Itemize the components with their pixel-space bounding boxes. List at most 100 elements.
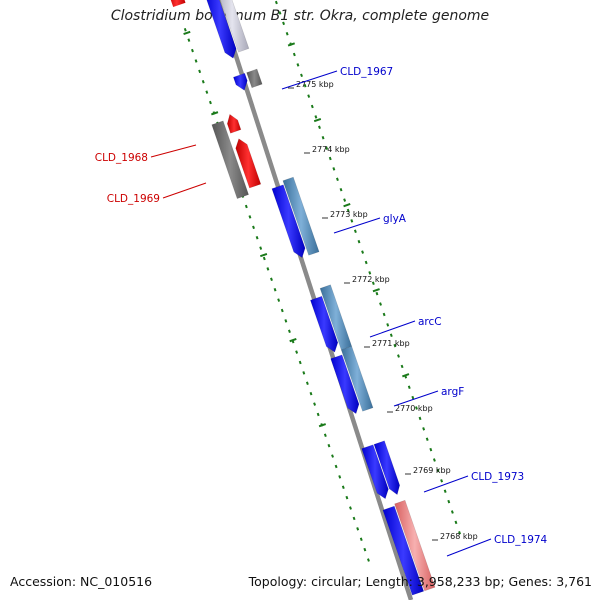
position-tick-label: 2771 kbp bbox=[372, 339, 410, 348]
gene-block-cld1973 bbox=[361, 444, 389, 500]
gc-tick bbox=[346, 208, 350, 213]
gene-label-text: CLD_1973 bbox=[471, 471, 524, 483]
gc-major-tick bbox=[313, 117, 322, 123]
gc-tick bbox=[266, 267, 270, 271]
position-tick-label: 2769 kbp bbox=[413, 466, 451, 475]
gc-tick bbox=[454, 520, 458, 525]
position-tick: 2770 kbp bbox=[387, 404, 433, 413]
gc-tick bbox=[425, 437, 429, 441]
gc-tick bbox=[313, 402, 317, 406]
gc-tick bbox=[440, 479, 444, 483]
gc-tick bbox=[379, 302, 382, 306]
gc-tick bbox=[295, 350, 299, 354]
gc-major-tick bbox=[183, 30, 191, 36]
gc-tick bbox=[205, 90, 209, 94]
gene-block-argf-alt bbox=[340, 345, 374, 412]
gene-label-text: CLD_1967 bbox=[340, 66, 393, 78]
gene-label-leader bbox=[281, 70, 338, 90]
gc-tick bbox=[318, 125, 321, 130]
gc-tick bbox=[382, 312, 386, 317]
gene-block bbox=[233, 72, 248, 91]
gc-tick bbox=[278, 11, 282, 15]
gc-tick bbox=[359, 537, 363, 541]
gc-tick bbox=[183, 28, 187, 32]
position-tick: 2771 kbp bbox=[364, 339, 410, 348]
gene-label-text: arcC bbox=[418, 316, 442, 328]
gene-block bbox=[246, 68, 263, 89]
gc-tick bbox=[194, 59, 198, 63]
gc-tick bbox=[415, 406, 418, 410]
gene-block-cld1968 bbox=[226, 113, 242, 134]
gc-tick bbox=[327, 443, 331, 448]
gene-label-cld-1967: CLD_1967 bbox=[281, 66, 393, 90]
gc-major-tick bbox=[372, 288, 380, 293]
gc-tick bbox=[309, 391, 313, 396]
gc-tick bbox=[244, 204, 248, 209]
gc-tick bbox=[302, 371, 306, 375]
gene-block-cld1973-alt bbox=[373, 440, 401, 496]
gc-tick bbox=[307, 94, 311, 98]
gc-tick bbox=[274, 0, 278, 5]
position-ticks: 2775 kbp 2774 kbp 2773 kbp 2772 kbp 2771 kbp… bbox=[288, 80, 478, 541]
gc-tick bbox=[432, 458, 436, 462]
gc-tick bbox=[255, 235, 259, 240]
gc-tick bbox=[368, 271, 372, 275]
position-tick: 2774 kbp bbox=[304, 145, 350, 154]
gc-tick bbox=[338, 475, 342, 479]
gc-tick bbox=[332, 167, 336, 171]
gc-tick bbox=[341, 485, 345, 489]
position-tick: 2775 kbp bbox=[288, 80, 334, 89]
gene-label-cld-1968: CLD_1968 bbox=[95, 144, 197, 164]
gc-tick bbox=[328, 156, 332, 161]
gc-tick bbox=[400, 364, 404, 369]
gc-tick bbox=[284, 319, 288, 323]
gc-tick bbox=[282, 21, 286, 26]
position-tick-label: 2773 kbp bbox=[330, 210, 368, 219]
gene-block-argf bbox=[330, 354, 360, 415]
gene-block-cld1974-alt bbox=[394, 499, 436, 592]
gc-tick bbox=[389, 333, 393, 337]
gc-tick bbox=[262, 256, 266, 261]
gc-major-tick bbox=[289, 338, 297, 343]
gc-tick bbox=[447, 499, 451, 504]
gene-block bbox=[170, 0, 186, 7]
gc-tick bbox=[429, 447, 433, 452]
gene-label-text: CLD_1969 bbox=[107, 193, 160, 205]
position-tick: 2773 kbp bbox=[322, 210, 368, 219]
gene-block-cld1969 bbox=[235, 138, 262, 189]
gc-tick bbox=[458, 531, 461, 535]
gc-tick bbox=[357, 239, 361, 244]
gc-tick bbox=[292, 52, 296, 57]
gc-tick bbox=[198, 69, 202, 74]
gc-tick bbox=[345, 495, 349, 500]
gene-block-cld1974 bbox=[382, 505, 425, 596]
gc-tick bbox=[443, 489, 447, 493]
gene-label-argf: argF bbox=[393, 386, 464, 407]
gc-tick bbox=[361, 250, 365, 254]
gene-label-cld-1969: CLD_1969 bbox=[107, 182, 207, 205]
gc-tick bbox=[407, 385, 411, 389]
gc-tick bbox=[336, 177, 339, 182]
position-tick: 2768 kbp bbox=[432, 532, 478, 541]
genome-summary-text: Topology: circular; Length: 3,958,233 bp… bbox=[248, 574, 592, 589]
gc-tick bbox=[375, 291, 379, 296]
gc-tick bbox=[363, 547, 367, 552]
gc-tick bbox=[277, 298, 281, 302]
gc-tick bbox=[321, 135, 325, 140]
map-title: Clostridium botulinum B1 str. Okra, comp… bbox=[110, 8, 490, 24]
gene-label-leader bbox=[393, 390, 439, 407]
gc-major-tick bbox=[287, 42, 296, 47]
gc-tick bbox=[356, 527, 360, 531]
gc-tick bbox=[305, 381, 309, 386]
gc-tick bbox=[339, 187, 343, 192]
gene-label-leader bbox=[162, 182, 207, 199]
gc-tick bbox=[422, 427, 426, 431]
position-tick-label: 2772 kbp bbox=[352, 275, 390, 284]
gene-label-leader bbox=[423, 475, 469, 493]
gc-tick bbox=[259, 246, 263, 250]
gc-tick bbox=[208, 100, 212, 105]
gc-major-tick bbox=[211, 111, 219, 116]
gc-tick bbox=[436, 468, 440, 473]
gc-tick bbox=[364, 260, 368, 265]
gc-tick bbox=[418, 416, 422, 421]
